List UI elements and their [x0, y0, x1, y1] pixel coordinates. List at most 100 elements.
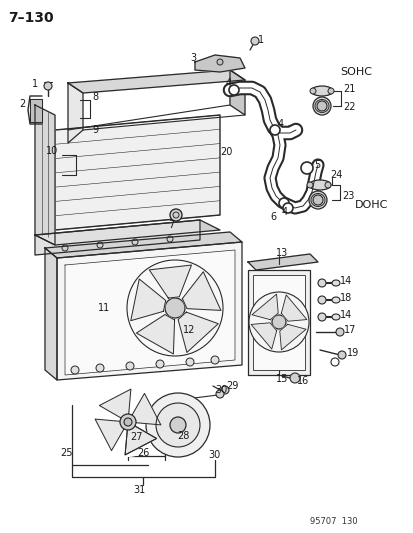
Text: 7–130: 7–130 [8, 11, 54, 25]
Polygon shape [57, 242, 242, 380]
Text: 18: 18 [339, 293, 351, 303]
Circle shape [170, 209, 182, 221]
Circle shape [289, 373, 299, 383]
Circle shape [211, 356, 218, 364]
Circle shape [156, 360, 164, 368]
Circle shape [308, 191, 326, 209]
Text: 16: 16 [296, 376, 309, 386]
Polygon shape [149, 265, 191, 298]
Circle shape [165, 298, 185, 318]
Text: 11: 11 [98, 303, 110, 313]
Circle shape [306, 182, 312, 188]
Polygon shape [195, 55, 244, 72]
Circle shape [330, 358, 338, 366]
Polygon shape [35, 220, 219, 245]
Circle shape [337, 351, 345, 359]
Text: 17: 17 [343, 325, 356, 335]
Text: 24: 24 [329, 170, 342, 180]
Text: SOHC: SOHC [339, 67, 371, 77]
Polygon shape [35, 220, 199, 255]
Polygon shape [251, 323, 276, 349]
Polygon shape [252, 294, 278, 320]
Text: 29: 29 [225, 381, 238, 391]
Polygon shape [247, 254, 317, 270]
Polygon shape [68, 83, 83, 143]
Polygon shape [35, 105, 55, 245]
Polygon shape [99, 389, 131, 418]
Polygon shape [68, 70, 244, 93]
Circle shape [216, 59, 223, 65]
Circle shape [317, 279, 325, 287]
Polygon shape [182, 272, 221, 310]
Circle shape [327, 88, 333, 94]
Circle shape [271, 315, 285, 329]
Polygon shape [45, 248, 57, 380]
Text: 7: 7 [168, 220, 174, 230]
Polygon shape [45, 232, 242, 258]
Polygon shape [279, 324, 305, 350]
Text: 25: 25 [60, 448, 72, 458]
Circle shape [126, 362, 134, 370]
Text: 22: 22 [342, 102, 355, 112]
Polygon shape [132, 393, 161, 425]
Text: 31: 31 [133, 485, 145, 495]
Text: 5: 5 [313, 160, 320, 170]
Text: 1: 1 [257, 35, 263, 45]
Circle shape [156, 403, 199, 447]
Polygon shape [55, 115, 219, 230]
Polygon shape [178, 312, 218, 352]
Text: 30: 30 [214, 385, 227, 395]
Text: 2: 2 [19, 99, 25, 109]
Circle shape [309, 88, 315, 94]
Text: 1: 1 [32, 79, 38, 89]
Polygon shape [95, 419, 124, 450]
Circle shape [316, 101, 326, 111]
Ellipse shape [308, 180, 330, 190]
Circle shape [132, 239, 138, 245]
Polygon shape [230, 70, 244, 115]
Text: 28: 28 [177, 431, 189, 441]
Text: 26: 26 [137, 448, 149, 458]
Circle shape [228, 85, 238, 95]
Polygon shape [131, 279, 165, 321]
Polygon shape [65, 250, 235, 375]
Text: 4: 4 [225, 78, 232, 88]
Text: 6: 6 [269, 212, 275, 222]
Ellipse shape [331, 314, 339, 320]
Text: 8: 8 [92, 92, 98, 102]
Circle shape [166, 236, 173, 242]
Circle shape [216, 390, 223, 398]
Text: DOHC: DOHC [354, 200, 387, 210]
Circle shape [221, 386, 228, 394]
Text: 9: 9 [92, 125, 98, 135]
Text: 12: 12 [183, 325, 195, 335]
Circle shape [62, 245, 68, 251]
Text: 30: 30 [207, 450, 220, 460]
Text: 20: 20 [219, 147, 232, 157]
Text: 4: 4 [281, 207, 287, 217]
Text: 3: 3 [190, 53, 196, 63]
Text: 21: 21 [342, 84, 354, 94]
Ellipse shape [331, 280, 339, 286]
Text: 95707  130: 95707 130 [309, 518, 357, 527]
Circle shape [93, 387, 163, 457]
Circle shape [312, 195, 322, 205]
Text: 14: 14 [339, 276, 351, 286]
Polygon shape [125, 426, 156, 455]
Circle shape [317, 313, 325, 321]
Text: 19: 19 [346, 348, 358, 358]
Text: 23: 23 [341, 191, 354, 201]
Polygon shape [125, 426, 156, 455]
Polygon shape [136, 314, 174, 354]
Polygon shape [281, 295, 306, 321]
Ellipse shape [331, 297, 339, 303]
Circle shape [185, 358, 194, 366]
Circle shape [335, 328, 343, 336]
Circle shape [250, 37, 259, 45]
Circle shape [312, 97, 330, 115]
Text: 4: 4 [277, 119, 283, 129]
Circle shape [124, 418, 132, 426]
Bar [252, 275, 304, 370]
Circle shape [269, 125, 279, 135]
Circle shape [146, 393, 209, 457]
